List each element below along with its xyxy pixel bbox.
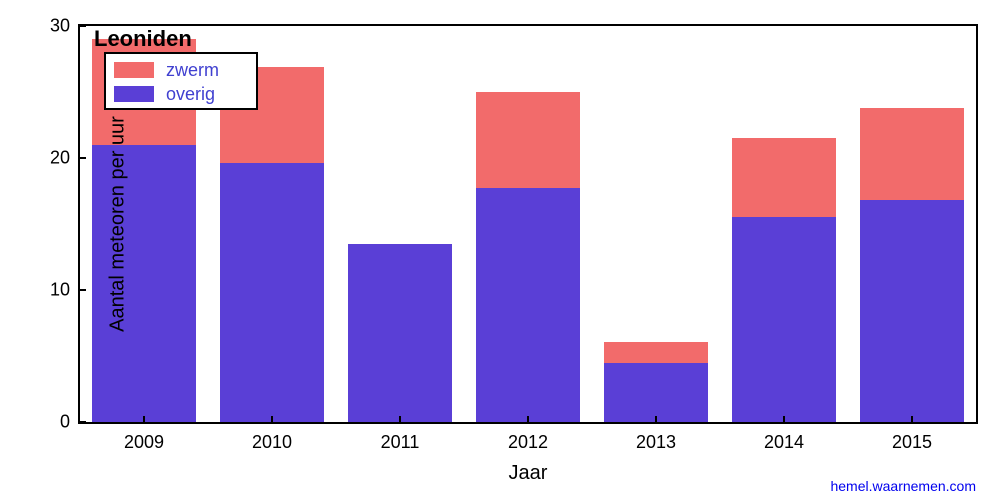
x-tick-mark [911, 416, 913, 424]
x-tick-label: 2015 [892, 432, 932, 453]
bar-segment-overig [604, 363, 709, 422]
legend-item-overig: overig [114, 82, 248, 106]
x-tick-mark [783, 416, 785, 424]
bar-segment-overig [220, 163, 325, 422]
y-tick-mark [78, 25, 86, 27]
y-axis-title: Aantal meteoren per uur [106, 116, 129, 332]
bar-segment-zwerm [476, 92, 581, 188]
bar-segment-zwerm [860, 108, 965, 200]
legend-swatch-zwerm [114, 62, 154, 78]
x-axis-title: Jaar [509, 462, 548, 485]
source-link[interactable]: hemel.waarnemen.com [830, 478, 976, 494]
legend-item-zwerm: zwerm [114, 58, 248, 82]
chart-title: Leoniden [94, 26, 192, 52]
y-tick-label: 20 [10, 148, 70, 169]
x-tick-mark [655, 416, 657, 424]
bar-segment-overig [732, 217, 837, 422]
y-tick-label: 0 [10, 412, 70, 433]
x-tick-label: 2012 [508, 432, 548, 453]
x-tick-label: 2013 [636, 432, 676, 453]
legend-label-zwerm: zwerm [166, 60, 219, 81]
x-tick-label: 2011 [381, 432, 420, 453]
y-tick-label: 10 [10, 280, 70, 301]
chart-container: Leoniden zwerm overig Aantal meteoren pe… [0, 0, 1000, 500]
legend-swatch-overig [114, 86, 154, 102]
bar-segment-zwerm [732, 138, 837, 217]
x-tick-mark [143, 416, 145, 424]
x-tick-mark [527, 416, 529, 424]
x-tick-label: 2010 [252, 432, 292, 453]
bar-segment-overig [476, 188, 581, 422]
x-tick-mark [271, 416, 273, 424]
y-tick-mark [78, 289, 86, 291]
bar-segment-overig [348, 244, 453, 422]
y-tick-mark [78, 157, 86, 159]
legend-label-overig: overig [166, 84, 215, 105]
x-tick-label: 2014 [764, 432, 804, 453]
bar-segment-overig [860, 200, 965, 422]
legend: zwerm overig [104, 52, 258, 110]
x-tick-mark [399, 416, 401, 424]
y-tick-label: 30 [10, 16, 70, 37]
bar-segment-zwerm [604, 342, 709, 363]
y-tick-mark [78, 421, 86, 423]
x-tick-label: 2009 [124, 432, 164, 453]
